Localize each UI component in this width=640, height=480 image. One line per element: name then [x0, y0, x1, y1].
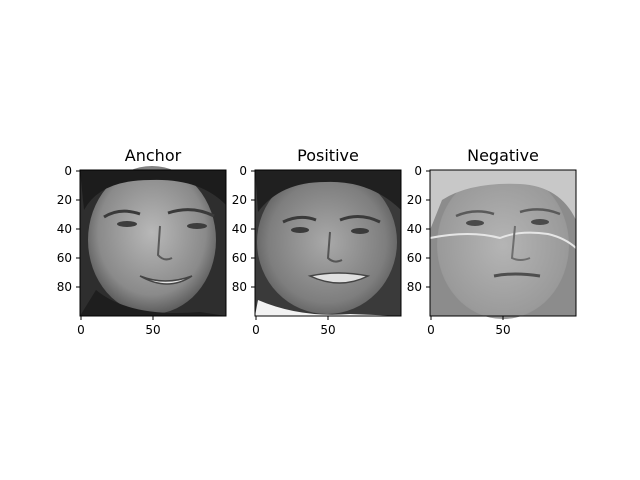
x-axis-ticks: 0 50	[252, 316, 336, 337]
y-tick-label: 0	[64, 164, 72, 178]
y-axis-ticks: 0 20 40 60 80	[407, 164, 430, 294]
panel-title: Positive	[297, 146, 359, 165]
y-tick-label: 80	[57, 280, 72, 294]
y-tick-label: 80	[407, 280, 422, 294]
x-tick-label: 50	[320, 323, 335, 337]
y-tick-label: 60	[57, 251, 72, 265]
face-image-anchor	[80, 166, 226, 316]
x-tick-label: 50	[145, 323, 160, 337]
face-image-negative	[429, 170, 577, 319]
panel-positive: Positive 0 20 40 60 80	[232, 146, 402, 337]
y-axis-ticks: 0 20 40 60 80	[232, 164, 255, 294]
y-tick-label: 60	[232, 251, 247, 265]
x-tick-label: 0	[77, 323, 85, 337]
x-tick-label: 0	[252, 323, 260, 337]
y-tick-label: 0	[414, 164, 422, 178]
y-tick-label: 40	[57, 222, 72, 236]
y-axis-ticks: 0 20 40 60 80	[57, 164, 80, 294]
panel-anchor: Anchor 0 20 40 60 80	[57, 146, 227, 337]
face-image-positive	[255, 170, 401, 316]
y-tick-label: 20	[57, 193, 72, 207]
x-tick-label: 0	[427, 323, 435, 337]
x-axis-ticks: 0 50	[77, 316, 161, 337]
panel-title: Negative	[467, 146, 539, 165]
y-tick-label: 80	[232, 280, 247, 294]
y-tick-label: 20	[407, 193, 422, 207]
panel-negative: Negative 0 20 40 60 80	[407, 146, 577, 337]
y-tick-label: 0	[239, 164, 247, 178]
y-tick-label: 40	[232, 222, 247, 236]
y-tick-label: 40	[407, 222, 422, 236]
y-tick-label: 20	[232, 193, 247, 207]
y-tick-label: 60	[407, 251, 422, 265]
x-tick-label: 50	[495, 323, 510, 337]
panel-title: Anchor	[125, 146, 182, 165]
x-axis-ticks: 0 50	[427, 316, 511, 337]
